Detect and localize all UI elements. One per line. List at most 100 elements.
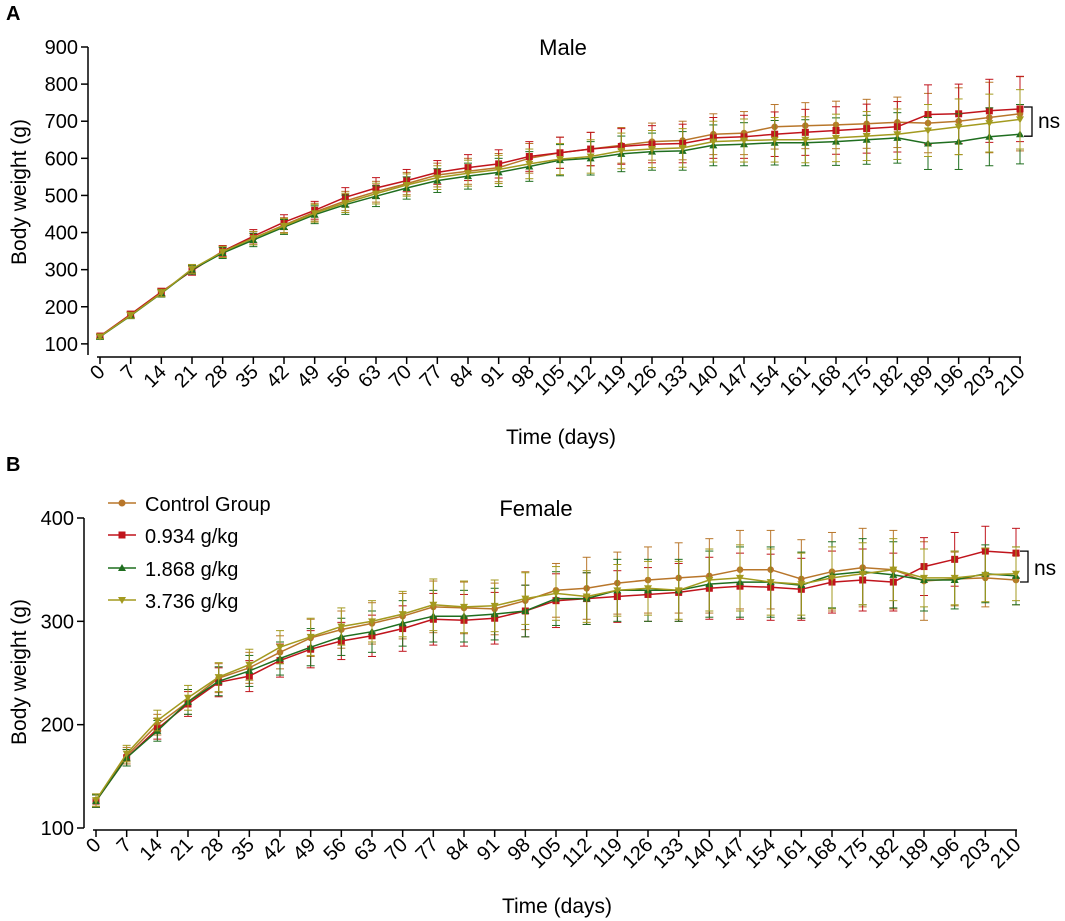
data-point: [858, 570, 867, 578]
data-point: [464, 170, 472, 178]
data-point: [398, 611, 407, 619]
data-point: [460, 603, 468, 611]
data-point: [862, 133, 871, 141]
x-tick-label: 147: [710, 834, 749, 873]
x-tick-label: 189: [898, 361, 937, 400]
y-tick-label: 300: [45, 260, 78, 282]
data-point: [648, 146, 656, 154]
x-tick-label: 210: [986, 834, 1025, 873]
data-point: [1012, 570, 1020, 578]
x-tick-label: 196: [929, 361, 968, 400]
y-tick-label: 500: [45, 185, 78, 207]
data-point: [552, 590, 560, 598]
data-point: [402, 182, 411, 190]
data-point: [249, 235, 258, 243]
data-point: [306, 633, 315, 641]
data-point: [153, 717, 162, 725]
data-point: [893, 131, 902, 139]
series-control: [96, 76, 1024, 340]
data-point: [310, 210, 319, 218]
x-tick-label: 161: [772, 834, 811, 873]
data-point: [586, 153, 595, 161]
x-tick-label: 84: [442, 834, 473, 865]
data-point: [368, 618, 376, 626]
x-tick-label: 133: [649, 834, 688, 873]
y-tick-label: 600: [45, 148, 78, 170]
x-tick-label: 112: [562, 361, 600, 399]
data-point: [644, 585, 652, 593]
x-tick-label: 140: [684, 361, 723, 400]
x-tick-label: 147: [714, 361, 753, 400]
data-point: [92, 797, 100, 805]
ns-annotation: ns: [1038, 110, 1060, 133]
data-point: [889, 566, 898, 574]
data-point: [582, 593, 591, 601]
x-tick-label: 63: [354, 361, 385, 392]
data-point: [950, 574, 959, 582]
data-point: [122, 750, 131, 758]
data-point: [981, 571, 990, 579]
y-axis-label: Body weight (g): [8, 599, 31, 745]
legend-entry-control: Control Group: [108, 494, 271, 516]
y-tick-label: 900: [45, 37, 78, 59]
data-point: [801, 136, 810, 144]
data-point: [1016, 116, 1024, 124]
x-tick-label: 154: [741, 834, 780, 873]
data-point: [832, 134, 840, 142]
x-tick-label: 210: [990, 361, 1029, 400]
y-tick-label: 300: [41, 611, 74, 633]
data-point: [188, 265, 196, 273]
x-tick-label: 77: [416, 361, 447, 392]
series-dose3: [96, 89, 1024, 341]
x-tick-label: 161: [776, 361, 815, 400]
data-point: [705, 577, 714, 584]
data-point: [341, 199, 350, 207]
data-point: [433, 174, 442, 182]
data-point: [924, 127, 932, 135]
chart-title: Male: [539, 35, 587, 60]
ns-annotation: ns: [1034, 557, 1056, 580]
data-point: [184, 694, 192, 702]
data-point: [521, 595, 530, 603]
x-tick-label: 91: [473, 834, 504, 865]
legend-entry-dose1: 0.934 g/kg: [108, 526, 238, 548]
x-tick-label: 168: [806, 361, 845, 400]
legend-marker: [118, 564, 126, 571]
x-tick-label: 70: [385, 361, 416, 392]
legend-entry-dose3: 3.736 g/kg: [108, 591, 238, 613]
data-point: [126, 312, 135, 320]
data-point: [678, 144, 687, 152]
x-tick-label: 126: [622, 361, 661, 400]
legend-label: 0.934 g/kg: [145, 526, 238, 548]
x-tick-label: 182: [864, 834, 903, 873]
x-tick-label: 7: [113, 834, 136, 857]
y-tick-label: 700: [45, 111, 78, 133]
x-tick-label: 21: [166, 834, 197, 865]
x-tick-label: 140: [680, 834, 719, 873]
ns-bracket: [1024, 106, 1033, 137]
series-dose3: [92, 538, 1020, 807]
x-tick-label: 0: [82, 834, 105, 857]
legend-label: Control Group: [145, 494, 271, 516]
ns-bracket: [1020, 550, 1029, 583]
x-tick-label: 21: [170, 361, 201, 392]
legend-entry-dose2: 1.868 g/kg: [108, 559, 238, 581]
x-tick-label: 28: [197, 834, 228, 865]
x-tick-label: 175: [833, 834, 872, 873]
data-point: [736, 574, 744, 582]
y-tick-label: 100: [41, 818, 74, 840]
data-point: [770, 136, 779, 144]
y-tick-label: 400: [41, 508, 74, 530]
x-axis-label: Time (days): [506, 426, 616, 449]
x-tick-label: 175: [837, 361, 876, 400]
x-tick-label: 7: [117, 361, 140, 384]
plot-area: 100 200 300 400 500 600 700 800 900 0 7 14 21 28 35 42 4…: [45, 37, 1033, 400]
data-point: [709, 138, 718, 146]
legend: Control Group 0.934 g/kg 1.868 g/kg 3.73…: [108, 494, 271, 613]
data-point: [245, 661, 254, 669]
x-tick-label: 84: [446, 361, 477, 392]
legend-marker: [118, 531, 126, 539]
data-point: [337, 623, 346, 631]
data-point: [766, 579, 775, 587]
